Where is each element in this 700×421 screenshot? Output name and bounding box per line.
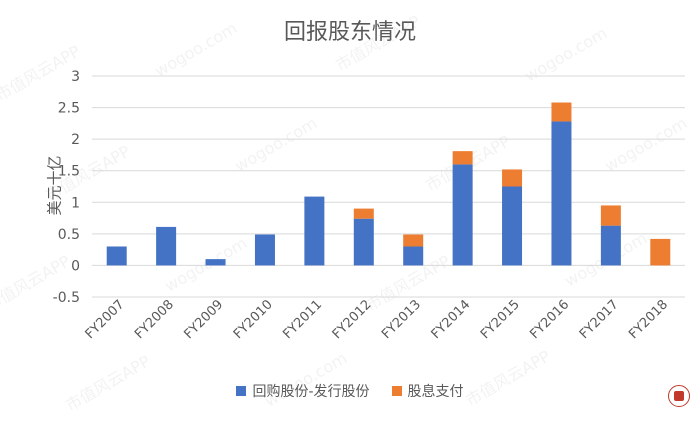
chart-title: 回报股东情况 bbox=[283, 20, 416, 45]
bar-buyback-FY2017 bbox=[600, 225, 621, 266]
y-tick-label: 3 bbox=[71, 69, 80, 85]
x-tick-label: FY2010 bbox=[231, 297, 276, 342]
legend-swatch-buyback bbox=[236, 386, 247, 396]
x-tick-label: FY2009 bbox=[181, 297, 226, 342]
bar-dividend-FY2016 bbox=[551, 102, 572, 122]
x-tick-label: FY2011 bbox=[280, 297, 325, 342]
bar-buyback-FY2011 bbox=[304, 196, 325, 266]
bar-dividend-FY2014 bbox=[452, 151, 473, 165]
x-tick-label: FY2016 bbox=[527, 297, 572, 342]
bar-buyback-FY2009 bbox=[205, 259, 226, 266]
legend-item-buyback: 回购股份-发行股份 bbox=[236, 381, 370, 401]
x-tick-label: FY2014 bbox=[429, 297, 474, 342]
x-axis-ticks: FY2007 FY2008 FY2009 FY2010 FY2011 FY2012 FY20… bbox=[83, 297, 671, 342]
x-tick-label: FY2008 bbox=[132, 297, 177, 342]
legend-swatch-dividend bbox=[391, 386, 402, 396]
logo-seal-icon bbox=[668, 385, 690, 407]
bar-buyback-FY2012 bbox=[353, 218, 374, 266]
y-axis-ticks: 3 2.5 2 1.5 1 0.5 0 -0.5 bbox=[53, 69, 80, 306]
y-tick-label: 0.5 bbox=[58, 227, 80, 243]
bar-buyback-FY2016 bbox=[551, 121, 572, 266]
x-tick-label: FY2013 bbox=[379, 297, 424, 342]
x-tick-label: FY2015 bbox=[478, 297, 523, 342]
bars bbox=[106, 102, 671, 266]
y-tick-label: 1 bbox=[71, 195, 80, 211]
bar-dividend-FY2013 bbox=[403, 234, 424, 247]
bar-buyback-FY2008 bbox=[156, 226, 177, 266]
legend: 回购股份-发行股份 股息支付 bbox=[0, 381, 700, 401]
y-tick-label: 2.5 bbox=[58, 101, 80, 117]
bar-buyback-FY2013 bbox=[403, 246, 424, 266]
x-tick-label: FY2018 bbox=[626, 297, 671, 342]
legend-label-dividend: 股息支付 bbox=[407, 384, 464, 400]
bar-dividend-FY2012 bbox=[353, 208, 374, 219]
bar-buyback-FY2014 bbox=[452, 164, 473, 266]
legend-label-buyback: 回购股份-发行股份 bbox=[252, 384, 370, 400]
bar-buyback-FY2010 bbox=[254, 234, 275, 266]
bar-dividend-FY2018 bbox=[650, 238, 671, 266]
legend-item-dividend: 股息支付 bbox=[391, 381, 464, 401]
y-tick-label: -0.5 bbox=[53, 290, 80, 306]
gridlines bbox=[92, 75, 685, 298]
bar-dividend-FY2015 bbox=[502, 169, 523, 187]
y-tick-label: 1.5 bbox=[58, 164, 80, 180]
bar-dividend-FY2017 bbox=[600, 205, 621, 226]
y-tick-label: 0 bbox=[71, 258, 80, 274]
bar-buyback-FY2007 bbox=[106, 246, 127, 266]
bar-buyback-FY2015 bbox=[502, 186, 523, 266]
x-tick-label: FY2017 bbox=[577, 297, 622, 342]
x-tick-label: FY2012 bbox=[330, 297, 375, 342]
y-tick-label: 2 bbox=[71, 132, 80, 148]
x-tick-label: FY2007 bbox=[83, 297, 128, 342]
